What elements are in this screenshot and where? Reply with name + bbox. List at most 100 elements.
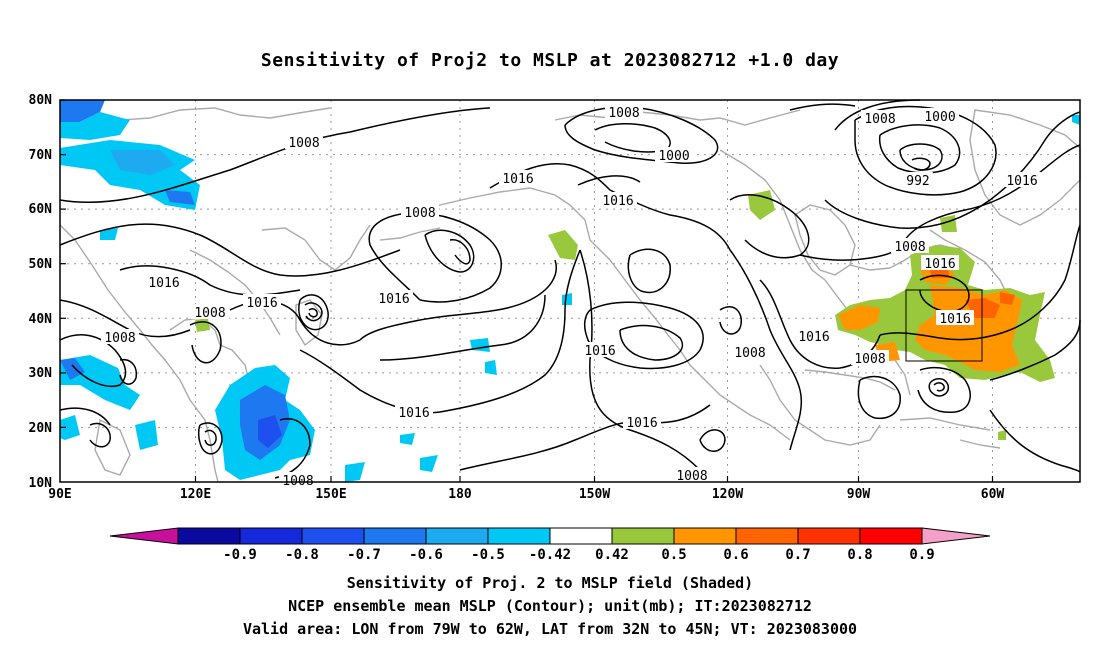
contour-label: 1008: [194, 306, 225, 321]
contour-label-background: [279, 472, 317, 487]
contour-label-background: [655, 147, 693, 162]
caption-contour: NCEP ensemble mean MSLP (Contour); unit(…: [288, 597, 812, 615]
contour-label-background: [861, 110, 899, 125]
lat-label: 50N: [29, 257, 53, 272]
colorbar-swatch: [549, 527, 613, 545]
lon-label: 90E: [48, 487, 71, 502]
tick-marks: [60, 99, 994, 482]
latitude-labels: 80N 70N 60N 50N 40N 30N 20N 10N: [29, 93, 53, 491]
caption-valid-area: Valid area: LON from 79W to 62W, LAT fro…: [242, 620, 858, 638]
colorbar-label: 0.42: [595, 547, 629, 563]
map-title: Sensitivity of Proj2 to MSLP at 20230827…: [260, 50, 840, 71]
colorbar-label: 0.6: [723, 547, 748, 563]
contour-label-background: [731, 344, 769, 359]
colorbar-swatch: [673, 527, 737, 545]
contour-label: 1008: [734, 346, 765, 361]
contour-label-background: [395, 404, 433, 419]
contour-label: 1008: [854, 352, 885, 367]
lon-label: 60W: [981, 487, 1005, 502]
lat-label: 60N: [29, 202, 53, 217]
colorbar-left-arrow: [109, 527, 179, 545]
contour-label-background: [851, 350, 889, 365]
colorbar-swatch: [487, 527, 551, 545]
contour-label: 1016: [924, 257, 955, 272]
lat-label: 10N: [29, 476, 53, 491]
contour-label: 1008: [404, 206, 435, 221]
contour-label: 1000: [924, 110, 955, 125]
lon-label: 120W: [712, 487, 743, 502]
colorbar-right-arrow: [921, 527, 991, 545]
valid-area-box: [905, 289, 983, 362]
colorbar-swatch: [859, 527, 923, 545]
colorbar-label: -0.8: [285, 547, 319, 563]
contour-label-background: [891, 238, 929, 253]
contour-label-background: [605, 104, 643, 119]
colorbar-swatch: [735, 527, 799, 545]
contour-label-background: [401, 204, 439, 219]
contour-label: 1016: [584, 344, 615, 359]
colorbar-swatch: [239, 527, 303, 545]
contour-label-background: [623, 414, 661, 429]
caption-shaded: Sensitivity of Proj. 2 to MSLP field (Sh…: [346, 574, 754, 592]
contour-label: 1008: [864, 112, 895, 127]
contour-label-background: [191, 304, 229, 319]
lat-label: 70N: [29, 148, 53, 163]
colorbar-label: -0.42: [529, 547, 571, 563]
contour-label-background: [795, 328, 833, 343]
contour-label-background: [375, 290, 413, 305]
contour-label-background: [1003, 172, 1041, 187]
colorbar-swatch: [177, 527, 241, 545]
contour-label-background: [673, 467, 711, 482]
contour-label: 1016: [398, 406, 429, 421]
lat-label: 40N: [29, 312, 53, 327]
colorbar-label: -0.9: [223, 547, 257, 563]
colorbar-label: 0.5: [661, 547, 686, 563]
colorbar-swatch: [301, 527, 365, 545]
contour-label-background: [145, 274, 183, 289]
lat-label: 20N: [29, 421, 53, 436]
contour-label-background: [936, 310, 974, 325]
contour-label: 1016: [148, 276, 179, 291]
mslp-contours: [59, 99, 1081, 479]
longitude-labels: 90E 120E 150E 180 150W 120W 90W 60W: [48, 487, 1004, 502]
lat-label: 80N: [29, 93, 53, 108]
contour-label: 1016: [626, 416, 657, 431]
contour-label-background: [285, 134, 323, 149]
colorbar-label: -0.7: [347, 547, 381, 563]
contour-label: 1016: [939, 312, 970, 327]
colorbar-swatch: [363, 527, 427, 545]
contour-label: 992: [906, 174, 929, 189]
contour-label: 1016: [502, 172, 533, 187]
contour-label-background: [921, 255, 959, 270]
contour-label-background: [101, 329, 139, 344]
contour-label-background: [243, 294, 281, 309]
colorbar-label: -0.6: [409, 547, 443, 563]
colorbar-swatch: [797, 527, 861, 545]
lon-label: 120E: [180, 487, 211, 502]
contour-label-background: [499, 170, 537, 185]
contour-label: 1008: [894, 240, 925, 255]
lat-label: 30N: [29, 366, 53, 381]
lon-label: 150E: [315, 487, 346, 502]
contour-label-background: [921, 108, 959, 123]
contour-label: 1016: [1006, 174, 1037, 189]
colorbar-label: -0.5: [471, 547, 505, 563]
contour-label: 1000: [658, 149, 689, 164]
contour-label-background: [599, 192, 637, 207]
contour-label-background: [903, 172, 933, 187]
negative-sensitivity-shading: [60, 100, 1080, 482]
contour-label: 1016: [602, 194, 633, 209]
contour-label: 1008: [676, 469, 707, 484]
contour-label: 1008: [608, 106, 639, 121]
colorbar-label: 0.9: [909, 547, 934, 563]
contour-label: 1008: [104, 331, 135, 346]
colorbar-label: 0.7: [785, 547, 810, 563]
colorbar-label: 0.8: [847, 547, 872, 563]
contour-label-background: [581, 342, 619, 357]
lon-label: 90W: [847, 487, 871, 502]
colorbar-swatch: [611, 527, 675, 545]
contour-label: 1016: [798, 330, 829, 345]
contour-label: 1016: [378, 292, 409, 307]
lon-label: 150W: [579, 487, 610, 502]
